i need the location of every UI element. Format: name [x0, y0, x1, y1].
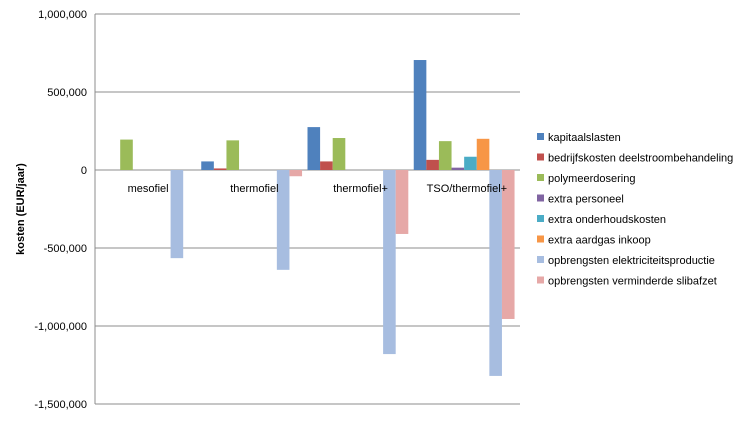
legend-swatch — [537, 235, 544, 243]
bar — [438, 141, 452, 170]
y-axis-label: kosten (EUR/jaar) — [15, 163, 27, 255]
y-axis-ticks: 1,000,000 500,000 0 -500,000 -1,000,000 -1,50… — [34, 9, 87, 411]
legend-swatch — [537, 256, 544, 263]
bar — [170, 170, 184, 259]
y-tick-label: -500,000 — [44, 243, 87, 255]
legend-label: polymeerdosering — [548, 173, 635, 185]
bar — [383, 170, 396, 355]
bar — [332, 138, 346, 170]
legend-swatch — [537, 215, 544, 222]
bar — [289, 170, 303, 177]
bar — [201, 161, 214, 170]
bar — [501, 170, 515, 319]
legend-swatch — [537, 174, 544, 181]
bar — [413, 60, 427, 170]
bar — [307, 127, 321, 170]
legend-label: extra onderhoudskosten — [548, 214, 666, 226]
bar — [226, 140, 240, 170]
legend-swatch — [537, 153, 544, 161]
bar — [426, 159, 439, 170]
y-tick-label: -1,500,000 — [34, 399, 87, 411]
y-tick-label: 0 — [81, 165, 87, 177]
category-labels: mesofiel thermofiel thermofiel+ TSO/thermof… — [128, 183, 507, 195]
bars — [120, 60, 515, 376]
legend-label: kapitaalslasten — [548, 132, 621, 144]
bar — [395, 170, 409, 234]
y-tick-label: 1,000,000 — [38, 9, 87, 21]
bar — [464, 156, 477, 170]
bar — [276, 170, 290, 270]
legend-label: opbrengsten elektriciteitsproductie — [548, 255, 715, 267]
category-label: thermofiel+ — [333, 183, 388, 195]
legend-swatch — [537, 194, 544, 202]
y-tick-label: -1,000,000 — [34, 321, 87, 333]
y-tick-label: 500,000 — [47, 87, 87, 99]
bar — [120, 139, 133, 170]
legend-label: extra aardgas inkoop — [548, 235, 651, 247]
legend-label: extra personeel — [548, 194, 624, 206]
legend: kapitaalslasten bedrijfskosten deelstroom… — [537, 132, 733, 288]
bar — [213, 168, 227, 170]
bar — [476, 138, 490, 170]
category-label: mesofiel — [128, 183, 169, 195]
legend-swatch — [537, 133, 544, 140]
legend-swatch — [537, 276, 544, 284]
legend-label: opbrengsten verminderde slibafzet — [548, 276, 717, 288]
bar — [489, 170, 502, 376]
bar — [451, 167, 465, 170]
category-label: TSO/thermofiel+ — [427, 183, 507, 195]
category-label: thermofiel — [230, 183, 278, 195]
legend-label: bedrijfskosten deelstroombehandeling — [548, 153, 733, 165]
bar — [320, 161, 333, 170]
gridlines — [94, 13, 520, 405]
